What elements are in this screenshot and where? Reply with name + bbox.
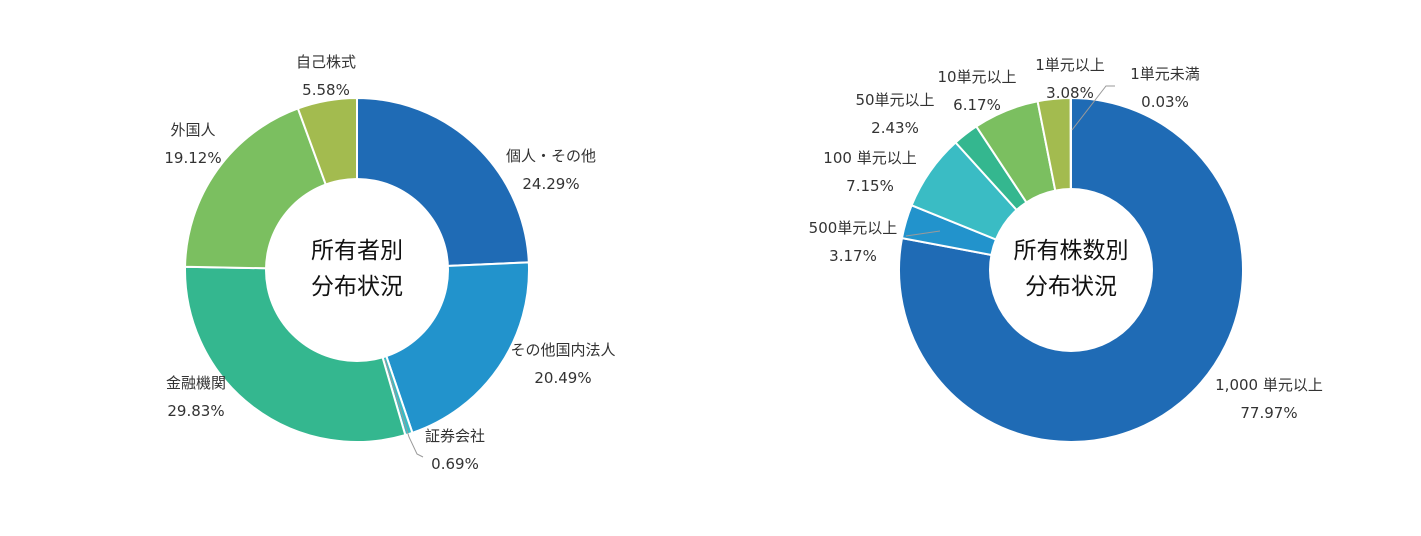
center-label-line-1: 所有株数別 [1014,238,1129,264]
slice-label-2: 500単元以上 [809,219,898,237]
slice-value-label-3: 0.69% [431,455,479,473]
slice-label-1: 1,000 単元以上 [1215,376,1323,394]
slice-value-label-2: 3.17% [829,247,877,265]
center-label-line-2: 分布状況 [1025,274,1117,300]
slice-label-4: 金融機関 [166,374,226,392]
ownership-donut-chart: 個人・その他 24.29% その他国内法人 20.49% 証券会社 0.69% 金融機関 29… [164,53,615,473]
slice-label-3: 100 単元以上 [823,149,916,167]
slice-value-label-4: 29.83% [167,402,224,420]
slice-label-5: 10単元以上 [937,68,1016,86]
center-label-line-2: 分布状況 [311,274,403,300]
slice-label-6: 1単元以上 [1035,56,1105,74]
slice-value-label-2: 20.49% [534,369,591,387]
donut-hole [265,178,449,362]
slice-value-label-5: 6.17% [953,96,1001,114]
slice-label-2: その他国内法人 [510,341,615,359]
donut-hole [989,188,1153,352]
slice-value-label-1: 24.29% [522,175,579,193]
slice-label-7: 1単元未満 [1130,65,1200,83]
slice-label-5: 外国人 [170,121,215,139]
shareholding-size-donut-chart: 1,000 単元以上 77.97% 500単元以上 3.17% 100 単元以上 7.15… [809,56,1323,442]
slice-label-4: 50単元以上 [855,91,934,109]
center-label-line-1: 所有者別 [311,238,403,264]
slice-value-label-4: 2.43% [871,119,919,137]
slice-label-6: 自己株式 [296,53,356,71]
slice-value-label-1: 77.97% [1240,404,1297,422]
slice-value-label-3: 7.15% [846,177,894,195]
slice-value-label-6: 3.08% [1046,84,1094,102]
slice-value-label-5: 19.12% [164,149,221,167]
slice-value-label-7: 0.03% [1141,93,1189,111]
slice-label-3: 証券会社 [425,427,485,445]
slice-label-1: 個人・その他 [506,147,596,165]
slice-value-label-6: 5.58% [302,81,350,99]
